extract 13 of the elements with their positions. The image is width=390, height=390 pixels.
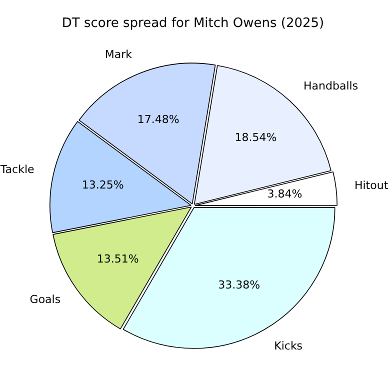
chart-title: DT score spread for Mitch Owens (2025) <box>62 16 324 32</box>
data-label: 18.54% <box>234 130 277 144</box>
data-label: 13.51% <box>96 252 139 266</box>
slice-label: Mark <box>104 48 133 61</box>
slice-label: Handballs <box>304 79 358 92</box>
slice-label: Kicks <box>274 340 303 353</box>
slice-label: Goals <box>30 293 61 306</box>
slice-label: Hitout <box>354 179 389 192</box>
data-label: 33.38% <box>218 278 260 292</box>
data-label: 3.84% <box>267 188 302 201</box>
slice-label: Tackle <box>0 163 35 176</box>
data-label: 13.25% <box>82 178 124 192</box>
data-label: 17.48% <box>137 113 180 126</box>
